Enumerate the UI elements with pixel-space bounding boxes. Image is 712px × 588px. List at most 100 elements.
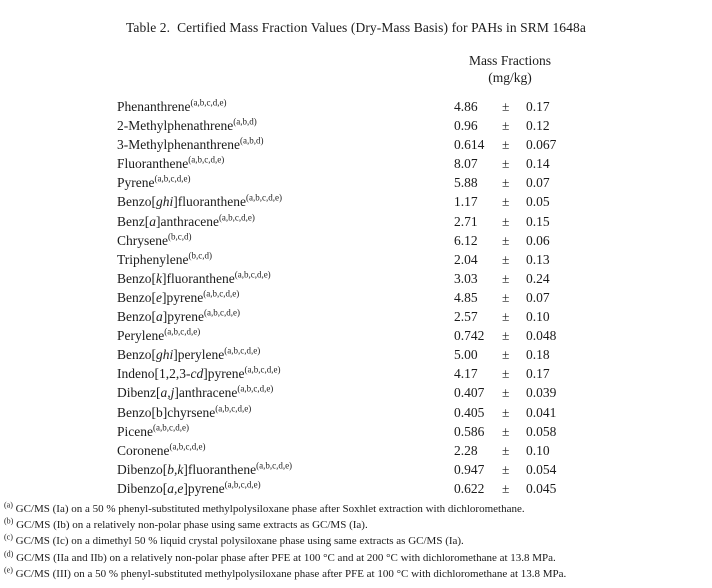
table-row: Perylene(a,b,c,d,e) 0.742 ±0.048 bbox=[117, 326, 581, 345]
table-row: Triphenylene(b,c,d) 2.04 ±0.13 bbox=[117, 250, 581, 269]
mass-fraction-value: 5.00 bbox=[454, 347, 478, 363]
method-superscript: (b,c,d) bbox=[168, 231, 192, 242]
uncertainty-value: 0.06 bbox=[526, 232, 550, 248]
column-header: Mass Fractions (mg/kg) bbox=[430, 52, 590, 86]
method-superscript: (a,b,c,d,e) bbox=[153, 422, 189, 433]
footnote: (d) GC/MS (IIa and IIb) on a relatively … bbox=[4, 549, 712, 566]
method-superscript: (b,c,d) bbox=[188, 250, 213, 261]
method-superscript: (a,b,d) bbox=[233, 116, 257, 127]
mass-fraction-value: 4.86 bbox=[454, 99, 478, 114]
mass-fraction-value: 2.04 bbox=[454, 251, 478, 267]
uncertainty-value: 0.17 bbox=[526, 366, 550, 382]
method-superscript: (a,b,c,d,e) bbox=[203, 288, 240, 299]
mass-fraction-value: 8.07 bbox=[454, 156, 478, 172]
uncertainty-value: 0.048 bbox=[526, 328, 557, 344]
method-superscript: (a,b,c,d,e) bbox=[245, 192, 282, 203]
uncertainty-value: 0.10 bbox=[526, 442, 550, 458]
table-row: 2-Methylphenathrene(a,b,d) 0.96 ±0.12 bbox=[117, 116, 581, 135]
plus-minus-symbol: ± bbox=[502, 232, 510, 248]
plus-minus-symbol: ± bbox=[502, 118, 510, 134]
uncertainty-value: 0.10 bbox=[526, 309, 550, 325]
compound-name: 2-Methylphenathrene(a,b,d) bbox=[117, 116, 257, 134]
mass-fraction-value: 6.12 bbox=[454, 232, 478, 248]
uncertainty-value: 0.07 bbox=[526, 175, 550, 191]
footnote-text: GC/MS (Ia) on a 50 % phenyl-substituted … bbox=[12, 503, 525, 515]
table-row: Phenanthrene(a,b,c,d,e) 4.86 ±0.17 bbox=[117, 97, 581, 116]
mass-fraction-value: 0.405 bbox=[454, 404, 485, 420]
compound-name: Benzo[e]pyrene(a,b,c,d,e) bbox=[117, 288, 240, 305]
compound-name: Phenanthrene(a,b,c,d,e) bbox=[117, 97, 227, 114]
compound-name: 3-Methylphenanthrene(a,b,d) bbox=[117, 135, 264, 153]
footnote-text: GC/MS (IIa and IIb) on a relatively non-… bbox=[13, 551, 556, 564]
uncertainty-value: 0.041 bbox=[526, 404, 557, 420]
table-row: Benzo[k]fluoranthene(a,b,c,d,e) 3.03 ±0.24 bbox=[117, 269, 581, 288]
method-superscript: (a,b,d) bbox=[239, 135, 264, 146]
footnote-text: GC/MS (III) on a 50 % phenyl-substituted… bbox=[12, 567, 567, 580]
mass-fraction-value: 2.71 bbox=[454, 213, 478, 229]
plus-minus-symbol: ± bbox=[502, 213, 510, 229]
plus-minus-symbol: ± bbox=[502, 289, 510, 305]
plus-minus-symbol: ± bbox=[502, 480, 510, 496]
method-superscript: (a,b,c,d,e) bbox=[215, 403, 252, 413]
uncertainty-value: 0.17 bbox=[526, 99, 550, 114]
table-row: Benzo[a]pyrene(a,b,c,d,e) 2.57 ±0.10 bbox=[117, 307, 581, 326]
table-row: Picene(a,b,c,d,e) 0.586 ±0.058 bbox=[117, 422, 581, 441]
footnotes: (a) GC/MS (Ia) on a 50 % phenyl-substitu… bbox=[4, 501, 712, 582]
plus-minus-symbol: ± bbox=[502, 404, 510, 420]
plus-minus-symbol: ± bbox=[502, 347, 510, 363]
table-row: Coronene(a,b,c,d,e) 2.28 ±0.10 bbox=[117, 441, 581, 460]
table-row: Pyrene(a,b,c,d,e) 5.88 ±0.07 bbox=[117, 173, 581, 192]
method-superscript: (a,b,c,d,e) bbox=[244, 364, 281, 375]
table-row: Indeno[1,2,3-cd]pyrene(a,b,c,d,e) 4.17 ±0.… bbox=[117, 364, 581, 383]
footnote: (a) GC/MS (Ia) on a 50 % phenyl-substitu… bbox=[4, 501, 712, 517]
uncertainty-value: 0.15 bbox=[526, 213, 550, 229]
compound-name: Dibenzo[b,k]fluoranthene(a,b,c,d,e) bbox=[117, 460, 293, 477]
table-row: Chrysene(b,c,d) 6.12 ±0.06 bbox=[117, 231, 581, 250]
uncertainty-value: 0.14 bbox=[526, 156, 550, 172]
method-superscript: (a,b,c,d,e) bbox=[224, 345, 261, 356]
uncertainty-value: 0.039 bbox=[526, 385, 557, 401]
plus-minus-symbol: ± bbox=[502, 366, 510, 382]
method-superscript: (a,b,c,d,e) bbox=[203, 307, 240, 318]
mass-fraction-value: 1.17 bbox=[454, 194, 478, 210]
footnote: (c) GC/MS (Ic) on a dimethyl 50 % liquid… bbox=[4, 533, 712, 549]
plus-minus-symbol: ± bbox=[502, 194, 510, 210]
method-superscript: (a,b,c,d,e) bbox=[164, 326, 201, 337]
compound-name: Fluoranthene(a,b,c,d,e) bbox=[117, 154, 225, 172]
mass-fraction-value: 0.407 bbox=[454, 385, 485, 401]
footnote-text: GC/MS (Ib) on a relatively non-polar pha… bbox=[13, 519, 368, 532]
compound-name: Coronene(a,b,c,d,e) bbox=[117, 441, 206, 458]
plus-minus-symbol: ± bbox=[502, 385, 510, 401]
method-superscript: (a,b,c,d,e) bbox=[234, 269, 271, 280]
table-row: 3-Methylphenanthrene(a,b,d) 0.614 ±0.067 bbox=[117, 135, 581, 154]
mass-fraction-value: 2.57 bbox=[454, 309, 478, 325]
uncertainty-value: 0.05 bbox=[526, 194, 550, 210]
uncertainty-value: 0.24 bbox=[526, 270, 550, 286]
footnote-marker: (c) bbox=[4, 532, 13, 542]
footnote-marker: (a) bbox=[4, 500, 13, 510]
method-superscript: (a,b,c,d,e) bbox=[256, 460, 293, 471]
footnote-marker: (b) bbox=[4, 516, 14, 526]
table-row: Dibenzo[b,k]fluoranthene(a,b,c,d,e) 0.947… bbox=[117, 460, 581, 479]
method-superscript: (a,b,c,d,e) bbox=[169, 441, 206, 452]
footnote-marker: (e) bbox=[4, 565, 13, 575]
table-row: Dibenz[a,j]anthracene(a,b,c,d,e) 0.407 ±0.… bbox=[117, 383, 581, 402]
table-row: Fluoranthene(a,b,c,d,e) 8.07 ±0.14 bbox=[117, 154, 581, 173]
compound-name: Benzo[ghi]fluoranthene(a,b,c,d,e) bbox=[117, 192, 282, 210]
pah-table-body: Phenanthrene(a,b,c,d,e) 4.86 ±0.17 2-Methyl… bbox=[117, 97, 581, 498]
footnote: (b) GC/MS (Ib) on a relatively non-polar… bbox=[4, 517, 712, 533]
column-header-line1: Mass Fractions bbox=[468, 53, 552, 68]
table-row: Benz[a]anthracene(a,b,c,d,e) 2.71 ±0.15 bbox=[117, 212, 581, 231]
plus-minus-symbol: ± bbox=[502, 461, 510, 477]
mass-fraction-value: 0.622 bbox=[454, 480, 485, 496]
uncertainty-value: 0.054 bbox=[526, 461, 557, 477]
plus-minus-symbol: ± bbox=[502, 309, 510, 325]
footnote: (e) GC/MS (III) on a 50 % phenyl-substit… bbox=[4, 566, 712, 582]
plus-minus-symbol: ± bbox=[502, 423, 510, 439]
uncertainty-value: 0.045 bbox=[526, 480, 557, 496]
compound-name: Benz[a]anthracene(a,b,c,d,e) bbox=[117, 212, 255, 229]
compound-name: Pyrene(a,b,c,d,e) bbox=[117, 173, 191, 191]
mass-fraction-value: 0.742 bbox=[454, 328, 485, 344]
plus-minus-symbol: ± bbox=[502, 99, 510, 114]
